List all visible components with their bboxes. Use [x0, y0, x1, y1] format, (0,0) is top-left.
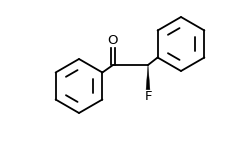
- Polygon shape: [146, 65, 150, 97]
- Text: F: F: [144, 90, 152, 104]
- Text: O: O: [108, 34, 118, 46]
